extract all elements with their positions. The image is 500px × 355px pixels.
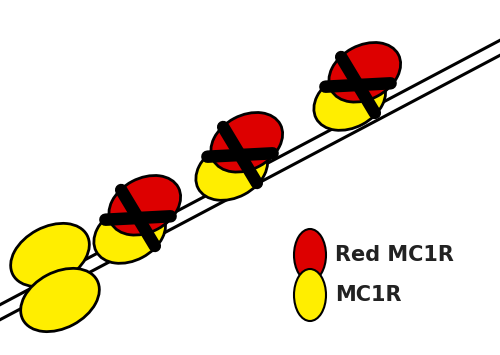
Ellipse shape [20,268,100,332]
Text: MC1R: MC1R [335,285,402,305]
Ellipse shape [211,113,282,172]
Ellipse shape [94,204,166,263]
Ellipse shape [329,43,400,102]
Ellipse shape [294,269,326,321]
Ellipse shape [196,141,268,200]
Ellipse shape [314,71,386,130]
Text: Red MC1R: Red MC1R [335,245,454,265]
Ellipse shape [10,223,90,286]
Ellipse shape [294,229,326,281]
Ellipse shape [109,175,180,235]
